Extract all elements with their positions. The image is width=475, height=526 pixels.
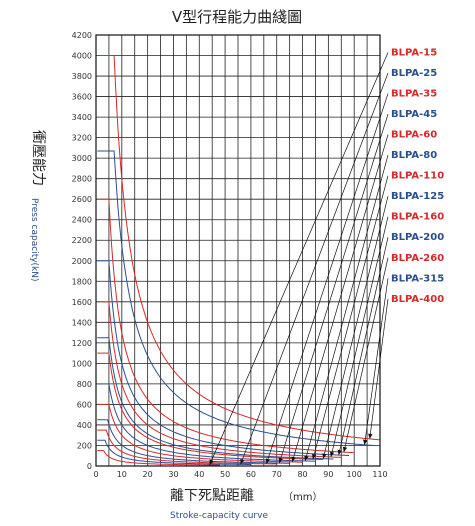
x-tick-label: 110 [372,470,387,479]
legend-leader-lines [209,52,389,466]
curve-blpa-35 [97,429,277,465]
leader-arrow [304,455,309,461]
leader-line [312,175,389,460]
leader-arrow [342,446,348,453]
y-tick-label: 3600 [72,93,92,102]
legend-label: BLPA-125 [391,191,444,202]
x-tick-label: 10 [117,470,127,479]
leader-arrow [330,451,335,457]
leader-line [291,134,389,463]
leader-arrow [368,433,373,439]
y-tick-label: 800 [77,380,92,389]
leader-line [364,278,389,445]
leader-arrow [278,457,283,464]
x-tick-label: 100 [347,470,362,479]
y-tick-label: 4000 [72,52,92,61]
y-tick-label: 2000 [72,257,92,266]
x-axis-label-en: Stroke-capacity curve [170,511,268,521]
plot-frame [95,34,381,467]
y-tick-label: 3800 [72,72,92,81]
y-tick-label: 3000 [72,154,92,163]
curve-blpa-315 [97,150,375,447]
x-tick-label: 30 [168,470,178,479]
legend-label: BLPA-160 [391,212,444,223]
leader-arrow [337,449,342,456]
curve-blpa-125 [97,337,334,460]
y-axis-label-en: Press capacity(kN) [29,198,39,282]
x-tick-label: 40 [194,470,204,479]
curve-blpa-400 [97,55,381,441]
curve-blpa-60 [97,403,303,463]
leader-arrow [209,459,214,465]
legend-label: BLPA-80 [391,150,437,161]
leader-line [278,113,389,464]
legend-label: BLPA-15 [391,48,437,59]
leader-arrow [322,453,327,459]
y-tick-label: 0 [87,462,92,471]
curve-blpa-160 [97,301,342,458]
y-tick-label: 600 [77,400,92,409]
y-tick-label: 200 [77,441,92,450]
y-axis-label: 衝壓能力 [30,130,46,186]
curve-blpa-110 [97,352,324,461]
chart-legend: BLPA-15 BLPA-25 BLPA-35 BLPA-45 BLPA-60 BLPA-… [391,48,444,305]
y-tick-label: 2400 [72,216,92,225]
x-tick-label: 0 [93,470,98,479]
leader-arrow [291,456,296,462]
y-tick-label: 1800 [72,277,92,286]
legend-label: BLPA-35 [391,89,437,100]
y-tick-label: 2800 [72,175,92,184]
chart-axes: 0200400600800100012001400160018002000220… [72,31,388,479]
legend-label: BLPA-400 [391,294,444,305]
curve-blpa-45 [97,419,290,464]
leader-arrow [363,439,368,445]
y-tick-label: 400 [77,421,92,430]
leader-line [322,196,389,459]
leader-arrow [240,458,245,465]
x-tick-label: 90 [323,470,333,479]
curve-blpa-260 [97,198,355,454]
capacity-curves [97,55,381,466]
leader-line [240,72,389,465]
curve-blpa-25 [97,439,251,465]
legend-label: BLPA-25 [391,68,437,79]
leader-arrow [265,458,271,464]
curve-blpa-200 [97,260,349,456]
x-tick-label: 60 [246,470,256,479]
legend-label: BLPA-315 [391,273,444,284]
chart-title: V型行程能力曲綫圖 [172,8,302,26]
legend-label: BLPA-45 [391,109,437,120]
leader-line [330,216,389,458]
x-tick-label: 20 [143,470,153,479]
x-tick-label: 80 [297,470,307,479]
leader-line [343,257,389,453]
y-tick-label: 1200 [72,339,92,348]
x-tick-label: 70 [272,470,282,479]
legend-label: BLPA-260 [391,253,444,264]
leader-line [304,155,389,462]
legend-label: BLPA-200 [391,232,444,243]
leader-line [369,298,389,439]
legend-label: BLPA-60 [391,130,437,141]
y-tick-label: 1400 [72,318,92,327]
y-tick-label: 3400 [72,113,92,122]
y-tick-label: 3200 [72,134,92,143]
leader-line [209,52,389,466]
leader-arrow [312,453,317,460]
leader-line [266,93,389,464]
curve-blpa-15 [97,450,220,466]
x-axis-unit: （mm） [283,491,322,503]
y-tick-label: 4200 [72,31,92,40]
y-tick-label: 1000 [72,359,92,368]
y-tick-label: 2600 [72,195,92,204]
x-axis-label: 離下死點距離 [170,487,254,504]
y-tick-label: 1600 [72,298,92,307]
y-tick-label: 2200 [72,236,92,245]
legend-label: BLPA-110 [391,171,444,182]
x-tick-label: 50 [220,470,230,479]
